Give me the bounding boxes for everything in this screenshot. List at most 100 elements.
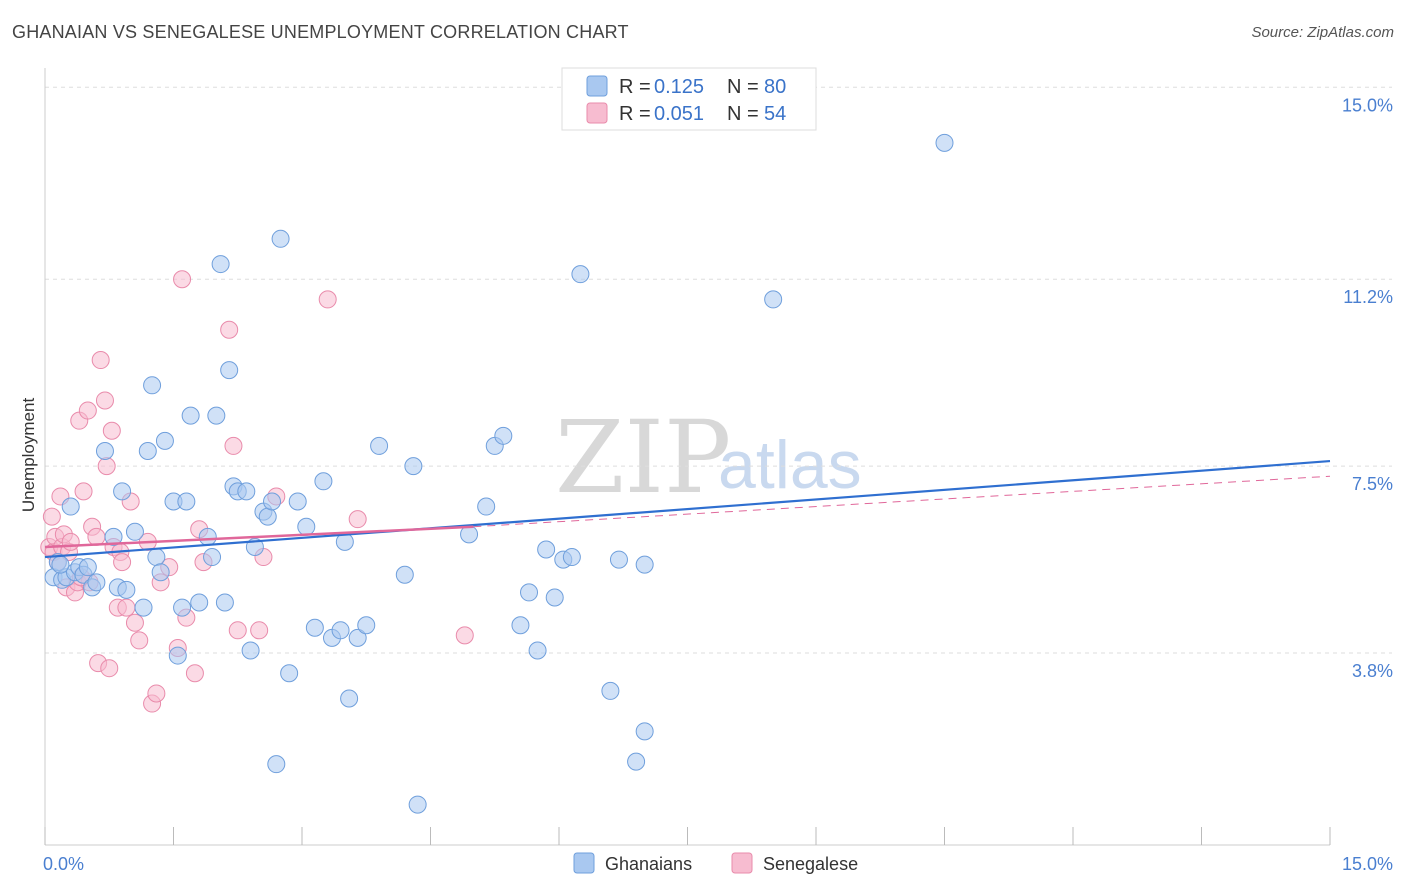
senegalese-point <box>147 684 166 703</box>
ghanaian-point <box>537 540 556 559</box>
gridlines <box>45 86 1392 654</box>
legend-swatch-blue <box>586 75 608 97</box>
senegalese-point <box>185 664 204 683</box>
ghanaian-point <box>211 255 230 274</box>
x-tick-labels: 0.0% 15.0% <box>43 854 1393 874</box>
legend-r-value-2: 0.051 <box>654 103 704 125</box>
ghanaian-point <box>348 628 367 647</box>
ghanaian-point <box>528 641 547 660</box>
ghanaian-points <box>44 133 954 814</box>
senegalese-point <box>74 482 93 501</box>
senegalese-point <box>130 631 149 650</box>
axes <box>44 68 1331 846</box>
senegalese-point <box>102 421 121 440</box>
ghanaian-point <box>635 722 654 741</box>
series-label-senegalese: Senegalese <box>763 854 858 874</box>
ghanaian-point <box>764 290 783 309</box>
ghanaian-point <box>215 593 234 612</box>
ghanaian-point <box>258 507 277 526</box>
senegalese-trend-dashed <box>473 475 1331 528</box>
x-tick-label-min: 0.0% <box>43 854 84 874</box>
ghanaian-point <box>408 795 427 814</box>
senegalese-point <box>455 626 474 645</box>
ghanaian-point <box>627 752 646 771</box>
senegalese-point <box>87 527 106 546</box>
watermark-atlas: atlas <box>718 427 862 503</box>
legend-r-label-1: R = <box>619 76 651 98</box>
ghanaian-point <box>545 588 564 607</box>
ghanaian-point <box>168 646 187 665</box>
watermark-zip: ZIP <box>555 399 731 516</box>
senegalese-point <box>348 510 367 529</box>
ghanaian-point <box>314 472 333 491</box>
chart-title: GHANAIAN VS SENEGALESE UNEMPLOYMENT CORR… <box>12 22 629 42</box>
series-label-ghanaians: Ghanaians <box>605 854 692 874</box>
ghanaian-point <box>511 616 530 635</box>
series-swatch-senegalese <box>731 852 753 874</box>
ghanaian-point <box>404 457 423 476</box>
legend-n-label-2: N = <box>727 103 759 125</box>
senegalese-point <box>125 613 144 632</box>
ghanaian-point <box>395 565 414 584</box>
senegalese-point <box>220 320 239 339</box>
ghanaian-point <box>520 583 539 602</box>
x-tick-label-max: 15.0% <box>1342 854 1393 874</box>
legend-r-label-2: R = <box>619 103 651 125</box>
ghanaian-point <box>143 376 162 395</box>
ghanaian-point <box>288 492 307 511</box>
senegalese-point <box>61 532 80 551</box>
ghanaian-point <box>138 441 157 460</box>
y-tick-label: 11.2% <box>1343 287 1393 307</box>
y-tick-labels: 3.8% 7.5% 11.2% 15.0% <box>1342 95 1393 681</box>
ghanaian-point <box>51 555 70 574</box>
y-tick-label: 15.0% <box>1342 95 1393 115</box>
senegalese-trend-line <box>44 525 474 549</box>
trend-lines <box>44 459 1331 559</box>
senegalese-point <box>173 270 192 289</box>
ghanaian-point <box>104 527 123 546</box>
ghanaian-trend-line <box>44 459 1331 559</box>
source-label: Source: ZipAtlas.com <box>1251 24 1394 41</box>
senegalese-point <box>113 553 132 572</box>
senegalese-point <box>97 457 116 476</box>
ghanaian-point <box>181 406 200 425</box>
ghanaian-point <box>155 431 174 450</box>
legend-r-value-1: 0.125 <box>654 76 704 98</box>
senegalese-point <box>318 290 337 309</box>
ghanaian-point <box>113 482 132 501</box>
senegalese-point <box>100 659 119 678</box>
ghanaian-point <box>237 482 256 501</box>
legend-n-label-1: N = <box>727 76 759 98</box>
legend-n-value-1: 80 <box>764 76 786 98</box>
ghanaian-point <box>609 550 628 569</box>
ghanaian-point <box>571 265 590 284</box>
ghanaian-point <box>241 641 260 660</box>
ghanaian-point <box>935 133 954 152</box>
y-tick-label: 7.5% <box>1352 474 1393 494</box>
senegalese-point <box>95 391 114 410</box>
ghanaian-point <box>147 548 166 567</box>
ghanaian-point <box>370 436 389 455</box>
ghanaian-point <box>280 664 299 683</box>
ghanaian-point <box>220 361 239 380</box>
ghanaian-point <box>494 426 513 445</box>
ghanaian-point <box>78 558 97 577</box>
ghanaian-point <box>305 618 324 637</box>
ghanaian-point <box>562 548 581 567</box>
legend-swatch-pink <box>586 102 608 124</box>
ghanaian-point <box>340 689 359 708</box>
ghanaian-point <box>477 497 496 516</box>
correlation-legend: R = 0.125 N = 80 R = 0.051 N = 54 <box>561 67 817 131</box>
ghanaian-point <box>263 492 282 511</box>
ghanaian-point <box>177 492 196 511</box>
senegalese-point <box>224 436 243 455</box>
senegalese-point <box>42 507 61 526</box>
legend-n-value-2: 54 <box>764 103 786 125</box>
ghanaian-point <box>125 522 144 541</box>
ghanaian-point <box>61 497 80 516</box>
ghanaian-point <box>357 616 376 635</box>
y-tick-label: 3.8% <box>1352 661 1393 681</box>
ghanaian-point <box>203 548 222 567</box>
senegalese-point <box>228 621 247 640</box>
series-swatch-ghanaians <box>573 852 595 874</box>
